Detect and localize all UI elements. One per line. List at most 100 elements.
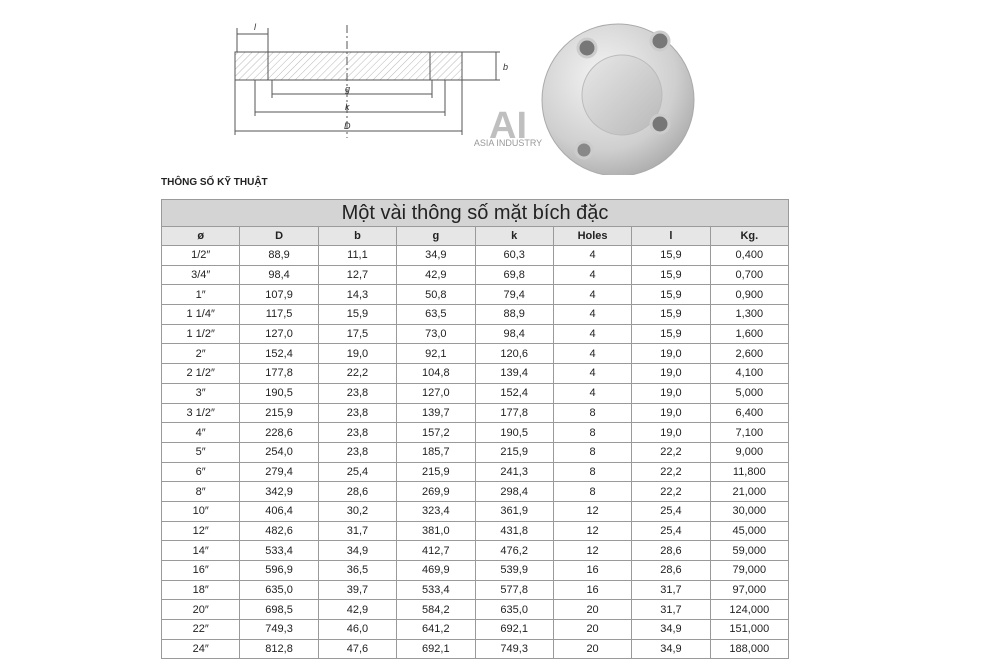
column-header: Holes [552, 226, 633, 246]
table-cell: 361,9 [474, 500, 554, 522]
table-row: 2″ 152,4 19,0 92,1 120,6 4 19,0 2,600 [160, 343, 790, 365]
table-cell: 120,6 [474, 343, 554, 365]
column-header: b [317, 226, 398, 246]
table-cell: 10″ [160, 500, 241, 522]
table-cell: 88,9 [239, 245, 319, 266]
table-cell: 19,0 [631, 343, 711, 365]
table-cell: 476,2 [474, 540, 554, 561]
table-cell: 63,5 [396, 304, 476, 325]
table-cell: 22,2 [631, 481, 711, 502]
table-cell: 1/2″ [160, 245, 241, 266]
table-cell: 152,4 [239, 343, 319, 365]
table-cell: 4 [552, 284, 633, 306]
table-cell: 406,4 [239, 500, 319, 522]
table-cell: 635,0 [474, 599, 554, 621]
column-header: ø [160, 226, 241, 246]
table-cell: 151,000 [709, 619, 790, 640]
table-cell: 107,9 [239, 284, 319, 306]
table-cell: 749,3 [239, 619, 319, 640]
table-cell: 1 1/4″ [160, 304, 241, 325]
table-cell: 8″ [160, 481, 241, 502]
table-cell: 692,1 [474, 619, 554, 640]
table-cell: 6,400 [709, 402, 790, 424]
table-cell: 381,0 [396, 520, 476, 542]
table-cell: 2,600 [709, 343, 790, 365]
table-cell: 19,0 [631, 402, 711, 424]
table-cell: 14,3 [317, 284, 398, 306]
watermark-name: ASIA INDUSTRY [474, 138, 542, 148]
dim-label: l [254, 22, 257, 32]
table-cell: 635,0 [239, 579, 319, 601]
table-row: 1 1/2″ 127,0 17,5 73,0 98,4 4 15,9 1,600 [160, 323, 790, 345]
table-cell: 139,4 [474, 363, 554, 384]
table-cell: 34,9 [631, 638, 711, 660]
table-row: 24″ 812,8 47,6 692,1 749,3 20 34,9 188,000 [160, 638, 790, 660]
table-row: 3/4″ 98,4 12,7 42,9 69,8 4 15,9 0,700 [160, 264, 790, 286]
table-cell: 0,400 [709, 245, 790, 266]
table-cell: 12″ [160, 520, 241, 542]
table-cell: 18″ [160, 579, 241, 601]
table-cell: 4 [552, 363, 633, 384]
table-cell: 8 [552, 441, 633, 463]
table-cell: 23,8 [317, 382, 398, 404]
table-cell: 11,800 [709, 461, 790, 483]
table-cell: 104,8 [396, 363, 476, 384]
table-cell: 2 1/2″ [160, 363, 241, 384]
column-header: Kg. [709, 226, 790, 246]
table-cell: 5″ [160, 441, 241, 463]
table-cell: 4 [552, 323, 633, 345]
table-cell: 185,7 [396, 441, 476, 463]
table-cell: 46,0 [317, 619, 398, 640]
table-cell: 92,1 [396, 343, 476, 365]
table-cell: 42,9 [396, 264, 476, 286]
cross-section [234, 25, 500, 138]
table-cell: 97,000 [709, 579, 790, 601]
table-cell: 412,7 [396, 540, 476, 561]
table-row: 4″ 228,6 23,8 157,2 190,5 8 19,0 7,100 [160, 422, 790, 443]
table-row: 8″ 342,9 28,6 269,9 298,4 8 22,2 21,000 [160, 481, 790, 502]
table-cell: 34,9 [317, 540, 398, 561]
table-row: 6″ 279,4 25,4 215,9 241,3 8 22,2 11,800 [160, 461, 790, 483]
table-cell: 15,9 [631, 284, 711, 306]
table-cell: 47,6 [317, 638, 398, 660]
table-cell: 14″ [160, 540, 241, 561]
table-cell: 20 [552, 619, 633, 640]
table-cell: 12 [552, 540, 633, 561]
heading: THÔNG SỐ KỸ THUẬT [161, 177, 268, 188]
table-row: 1/2″ 88,9 11,1 34,9 60,3 4 15,9 0,400 [160, 245, 790, 266]
table-cell: 28,6 [317, 481, 398, 502]
table-cell: 698,5 [239, 599, 319, 621]
table-cell: 12 [552, 500, 633, 522]
table-cell: 11,1 [317, 245, 398, 266]
table-cell: 4 [552, 382, 633, 404]
table-cell: 25,4 [631, 520, 711, 542]
table-cell: 4 [552, 245, 633, 266]
table-cell: 152,4 [474, 382, 554, 404]
table-cell: 79,000 [709, 560, 790, 581]
table-cell: 98,4 [474, 323, 554, 345]
table-cell: 15,9 [317, 304, 398, 325]
table-cell: 482,6 [239, 520, 319, 542]
table-cell: 23,8 [317, 441, 398, 463]
table-cell: 469,9 [396, 560, 476, 581]
table-cell: 641,2 [396, 619, 476, 640]
table-cell: 79,4 [474, 284, 554, 306]
table-cell: 8 [552, 461, 633, 483]
table-cell: 177,8 [474, 402, 554, 424]
column-header: l [631, 226, 711, 246]
table-cell: 1 1/2″ [160, 323, 241, 345]
table-cell: 279,4 [239, 461, 319, 483]
table-cell: 69,8 [474, 264, 554, 286]
table-cell: 22,2 [317, 363, 398, 384]
table-cell: 28,6 [631, 540, 711, 561]
table-cell: 812,8 [239, 638, 319, 660]
flange-photo [541, 23, 695, 175]
table-row: 10″ 406,4 30,2 323,4 361,9 12 25,4 30,000 [160, 500, 790, 522]
drawings: l b g k D AI ASIA INDUSTRY [234, 22, 695, 175]
table-cell: 127,0 [239, 323, 319, 345]
table-cell: 177,8 [239, 363, 319, 384]
table-cell: 117,5 [239, 304, 319, 325]
table-cell: 15,9 [631, 264, 711, 286]
